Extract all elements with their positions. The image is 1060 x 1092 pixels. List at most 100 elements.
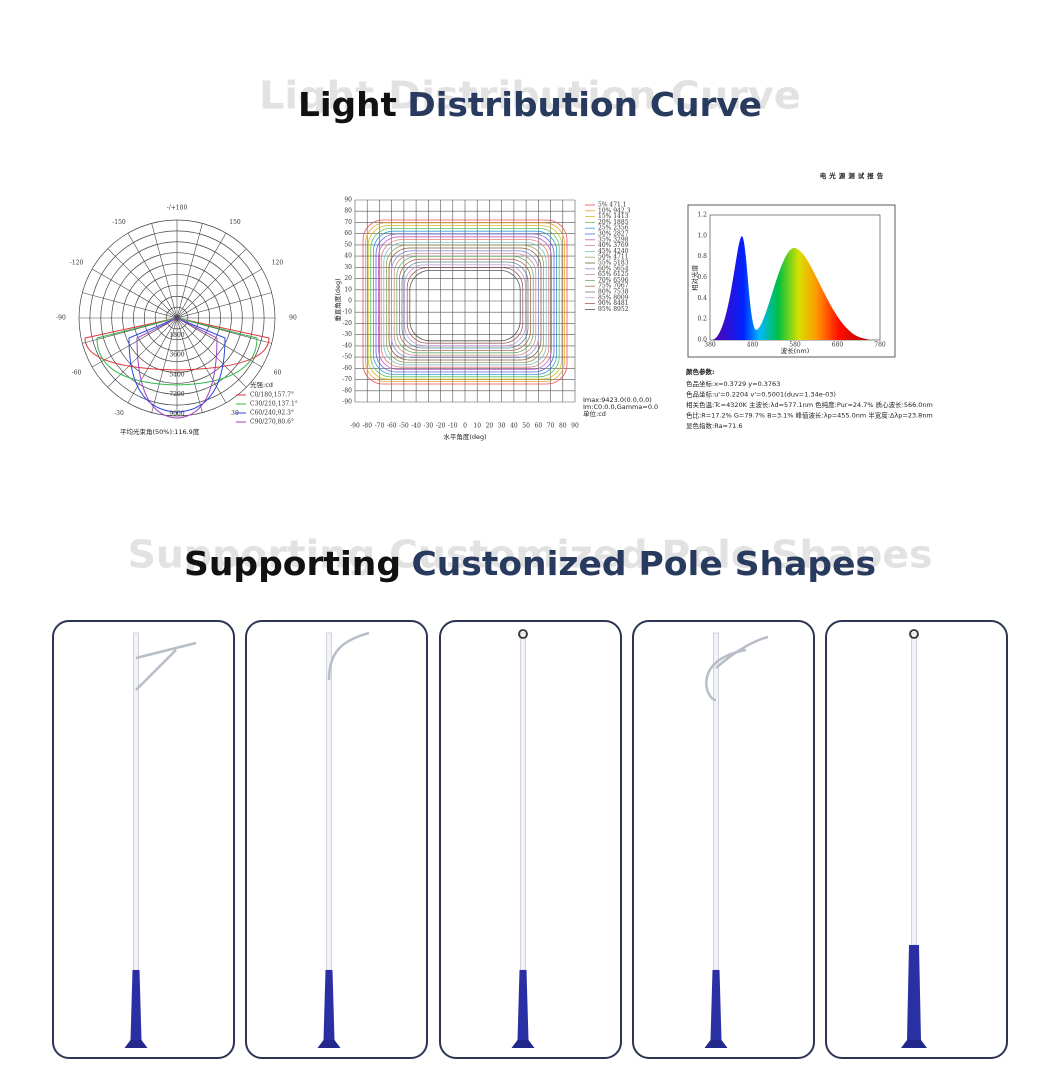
isolux-note: Imax:9423.0(0.0,0.0) [583,396,652,404]
polar-angle-label: -/+180 [167,205,188,212]
spectrum-x-tick: 680 [832,342,844,349]
isolux-contour [404,264,526,346]
isolux-y-label: -70 [342,376,352,383]
pole-foot [511,1040,535,1048]
heading-accent: Distribution Curve [407,85,762,124]
pole-shaft [713,632,719,971]
isolux-note: Im:C0:0.0,Gamma=0.0 [583,403,658,411]
pole-card [52,620,235,1059]
isolux-legend-label: 90% 8481 [598,300,629,307]
isolux-legend-label: 55% 5183 [598,260,629,267]
pole-card [825,620,1008,1059]
polar-radial-label: 1800 [169,332,184,339]
pole-arm [135,641,197,660]
isolux-y-label: 60 [344,230,352,237]
polar-curve [136,317,218,419]
pole-base [907,945,921,1040]
pole-cap [518,629,528,639]
pole-base [323,970,335,1040]
heading: Supporting Custonized Pole Shapes [184,544,876,583]
isolux-x-label: -90 [350,423,360,430]
pole-base [130,970,142,1040]
isolux-legend-label: 85% 8009 [598,294,629,301]
heading-watermark: Supporting Customized Pole Shapes [128,533,933,577]
polar-curve [96,317,258,386]
param-line: 显色指数:Ra=71.6 [686,421,742,430]
spectrum-x-tick: 580 [789,342,801,349]
isolux-legend-label: 10% 942.3 [598,207,631,214]
isolux-x-label: 60 [535,423,543,430]
polar-curve [128,317,226,413]
polar-angle-label: -60 [72,370,82,377]
isolux-y-label: 30 [344,264,352,271]
heading-dark: Supporting [184,544,401,583]
pole-brace [705,648,747,702]
pole-card [245,620,428,1059]
card-frame [439,620,622,1059]
heading: Light Distribution Curve [298,85,762,124]
spectrum-x-tick: 480 [747,342,759,349]
isolux-legend-label: 45% 4240 [598,248,629,255]
polar-legend-title: 光强:cd [250,380,273,389]
isolux-x-label: -10 [448,423,458,430]
heading-watermark: Light Distribution Curve [259,74,801,118]
isolux-legend-label: 70% 6596 [598,277,629,284]
polar-curve [84,317,270,371]
polar-legend-label: C0/180,157.7° [250,392,294,399]
isolux-contour [370,227,560,378]
isolux-legend-label: 15% 1413 [598,213,629,220]
spectrum-curve [712,236,870,340]
pole-arm [327,631,370,681]
polar-angle-label: -30 [114,410,124,417]
spectrum-y-title: 相对光谱 [690,265,699,292]
spectrum-y-tick: 0.4 [697,295,707,302]
card-frame [632,620,815,1059]
pole-cap [909,629,919,639]
isolux-legend-label: 25% 2356 [598,225,629,232]
isolux-x-label: -40 [411,423,421,430]
polar-angle-label: -90 [56,315,66,322]
isolux-contour [396,255,534,354]
polar-chart: -/+180 -150 150 -120 120 -90 90 -60 60 -30 30 0 1800… [56,205,298,437]
isolux-y-label: 10 [344,286,352,293]
polar-angle-label: 120 [272,260,284,267]
isolux-contour [365,222,565,383]
spectrum-y-tick: 0.2 [697,316,707,323]
isolux-y-label: 70 [344,219,352,226]
params-title: 颜色参数: [686,367,715,376]
isolux-contour [372,230,557,375]
isolux-contour [406,267,524,344]
spectrum-frame [687,204,896,358]
isolux-x-label: 70 [547,423,555,430]
isolux-legend-label: 5% 471.1 [598,202,627,209]
isolux-legend-label: 20% 1885 [598,219,629,226]
isolux-contour [383,241,547,366]
pole-card [632,620,815,1059]
isolux-y-label: 40 [344,253,352,260]
isolux-x-label: 50 [522,423,530,430]
polar-radial-label: 3600 [169,352,184,359]
pole-foot [317,1040,341,1048]
isolux-contour [388,247,542,361]
isolux-contour [409,269,521,342]
isolux-legend-label: 95% 8952 [598,306,629,313]
pole-foot [124,1040,148,1048]
param-line: 色品坐标:x=0.3729 y=0.3763 [686,379,780,388]
polar-angle-label: 60 [274,370,282,377]
heading-dark: Light [298,85,397,124]
isolux-legend-label: 60% 5654 [598,265,629,272]
pole-shaft [326,632,332,971]
isolux-note: 单位:cd [583,409,606,418]
isolux-legend-label: 40% 3769 [598,242,629,249]
pole-base [517,970,529,1040]
polar-angle-label: -120 [70,260,84,267]
isolux-contour [367,225,563,380]
isolux-y-title: 垂直角度(deg) [333,278,342,321]
isolux-x-title: 水平角度(deg) [443,432,486,441]
pole-foot [901,1040,927,1048]
pole-card [439,620,622,1059]
spectrum-y-tick: 1.2 [697,212,707,219]
spectrum-x-title: 波长(nm) [781,346,810,355]
isolux-contour [393,253,537,356]
